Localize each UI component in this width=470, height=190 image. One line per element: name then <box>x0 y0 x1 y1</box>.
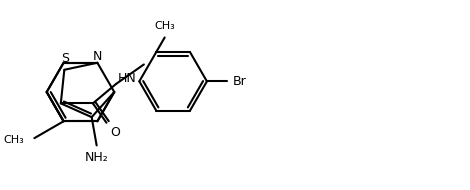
Text: HN: HN <box>118 72 137 85</box>
Text: N: N <box>93 50 102 63</box>
Text: CH₃: CH₃ <box>4 135 24 145</box>
Text: Br: Br <box>233 75 247 88</box>
Text: S: S <box>61 52 69 65</box>
Text: O: O <box>110 126 120 139</box>
Text: NH₂: NH₂ <box>85 151 109 164</box>
Text: CH₃: CH₃ <box>154 21 175 31</box>
